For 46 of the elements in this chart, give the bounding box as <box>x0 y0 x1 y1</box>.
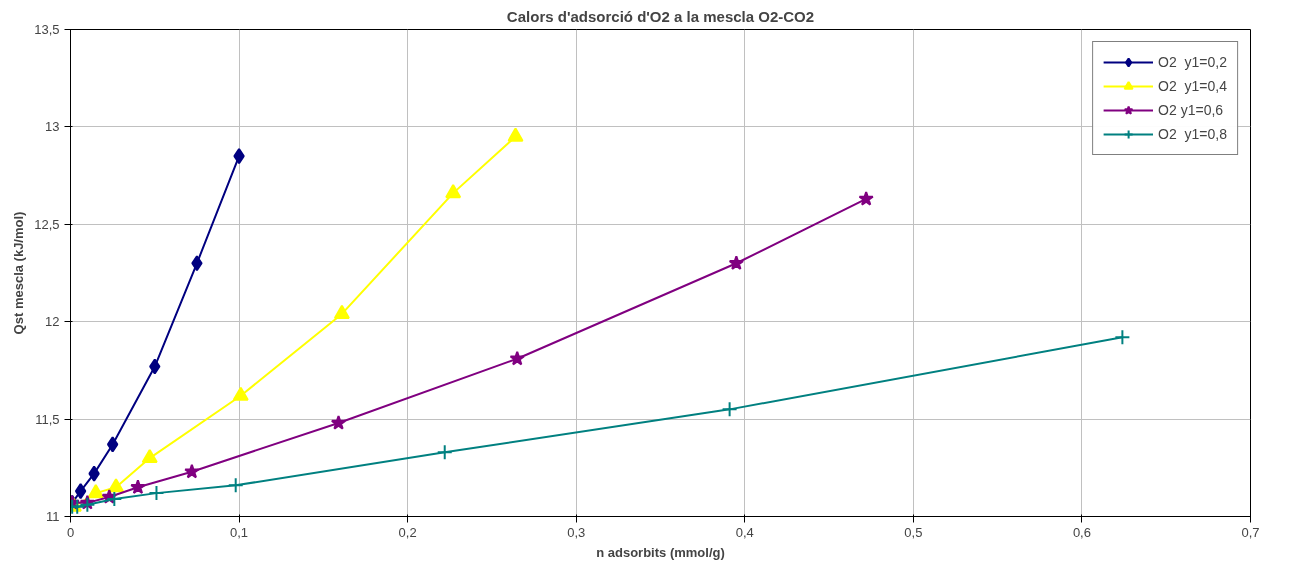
x-tick-label: 0,6 <box>1072 524 1091 540</box>
point <box>184 463 200 479</box>
point <box>108 478 125 493</box>
point <box>106 490 123 507</box>
x-tick-label: 0,7 <box>1241 524 1260 540</box>
point <box>87 484 104 499</box>
legend-label: O2 y1=0,2 <box>1158 54 1227 70</box>
point <box>1114 329 1131 346</box>
chart-title: Calors d'adsorció d'O2 a la mescla O2-CO2 <box>506 7 815 25</box>
point <box>233 148 245 165</box>
y-axis-title: Qst mescla (kJ/mol) <box>11 211 27 335</box>
point <box>74 483 87 500</box>
point <box>130 479 146 494</box>
y-tick-label: 13,5 <box>34 22 60 37</box>
y-tick-label: 11,5 <box>35 411 60 427</box>
point <box>149 358 161 375</box>
legend-label: O2 y1=0,6 <box>1158 102 1224 118</box>
point <box>858 190 874 206</box>
point <box>106 436 119 453</box>
point <box>509 350 525 366</box>
x-tick-label: 0,2 <box>398 524 417 540</box>
point <box>507 127 524 142</box>
point <box>232 386 249 401</box>
point <box>728 255 745 270</box>
x-tick-label: 0 <box>66 524 75 540</box>
point <box>227 477 244 494</box>
point <box>141 448 158 464</box>
x-tick-label: 0,3 <box>567 524 586 540</box>
point <box>191 255 203 272</box>
point <box>148 485 165 502</box>
x-tick-label: 0,5 <box>904 524 923 540</box>
point <box>436 444 453 461</box>
point <box>721 401 738 418</box>
y-tick-label: 11 <box>46 509 60 524</box>
legend-label: O2 y1=0,4 <box>1158 78 1227 94</box>
point <box>330 415 347 430</box>
x-tick-label: 0,4 <box>735 524 754 540</box>
x-tick-label: 0,1 <box>230 524 249 540</box>
point <box>445 184 462 199</box>
point <box>88 465 100 482</box>
y-tick-label: 12 <box>45 314 60 330</box>
legend-label: O2 y1=0,8 <box>1158 126 1227 142</box>
x-axis-title: n adsorbits (mmol/g) <box>596 544 725 560</box>
y-tick-label: 12,5 <box>34 216 60 232</box>
point <box>333 304 350 319</box>
y-tick-label: 13 <box>45 119 60 135</box>
